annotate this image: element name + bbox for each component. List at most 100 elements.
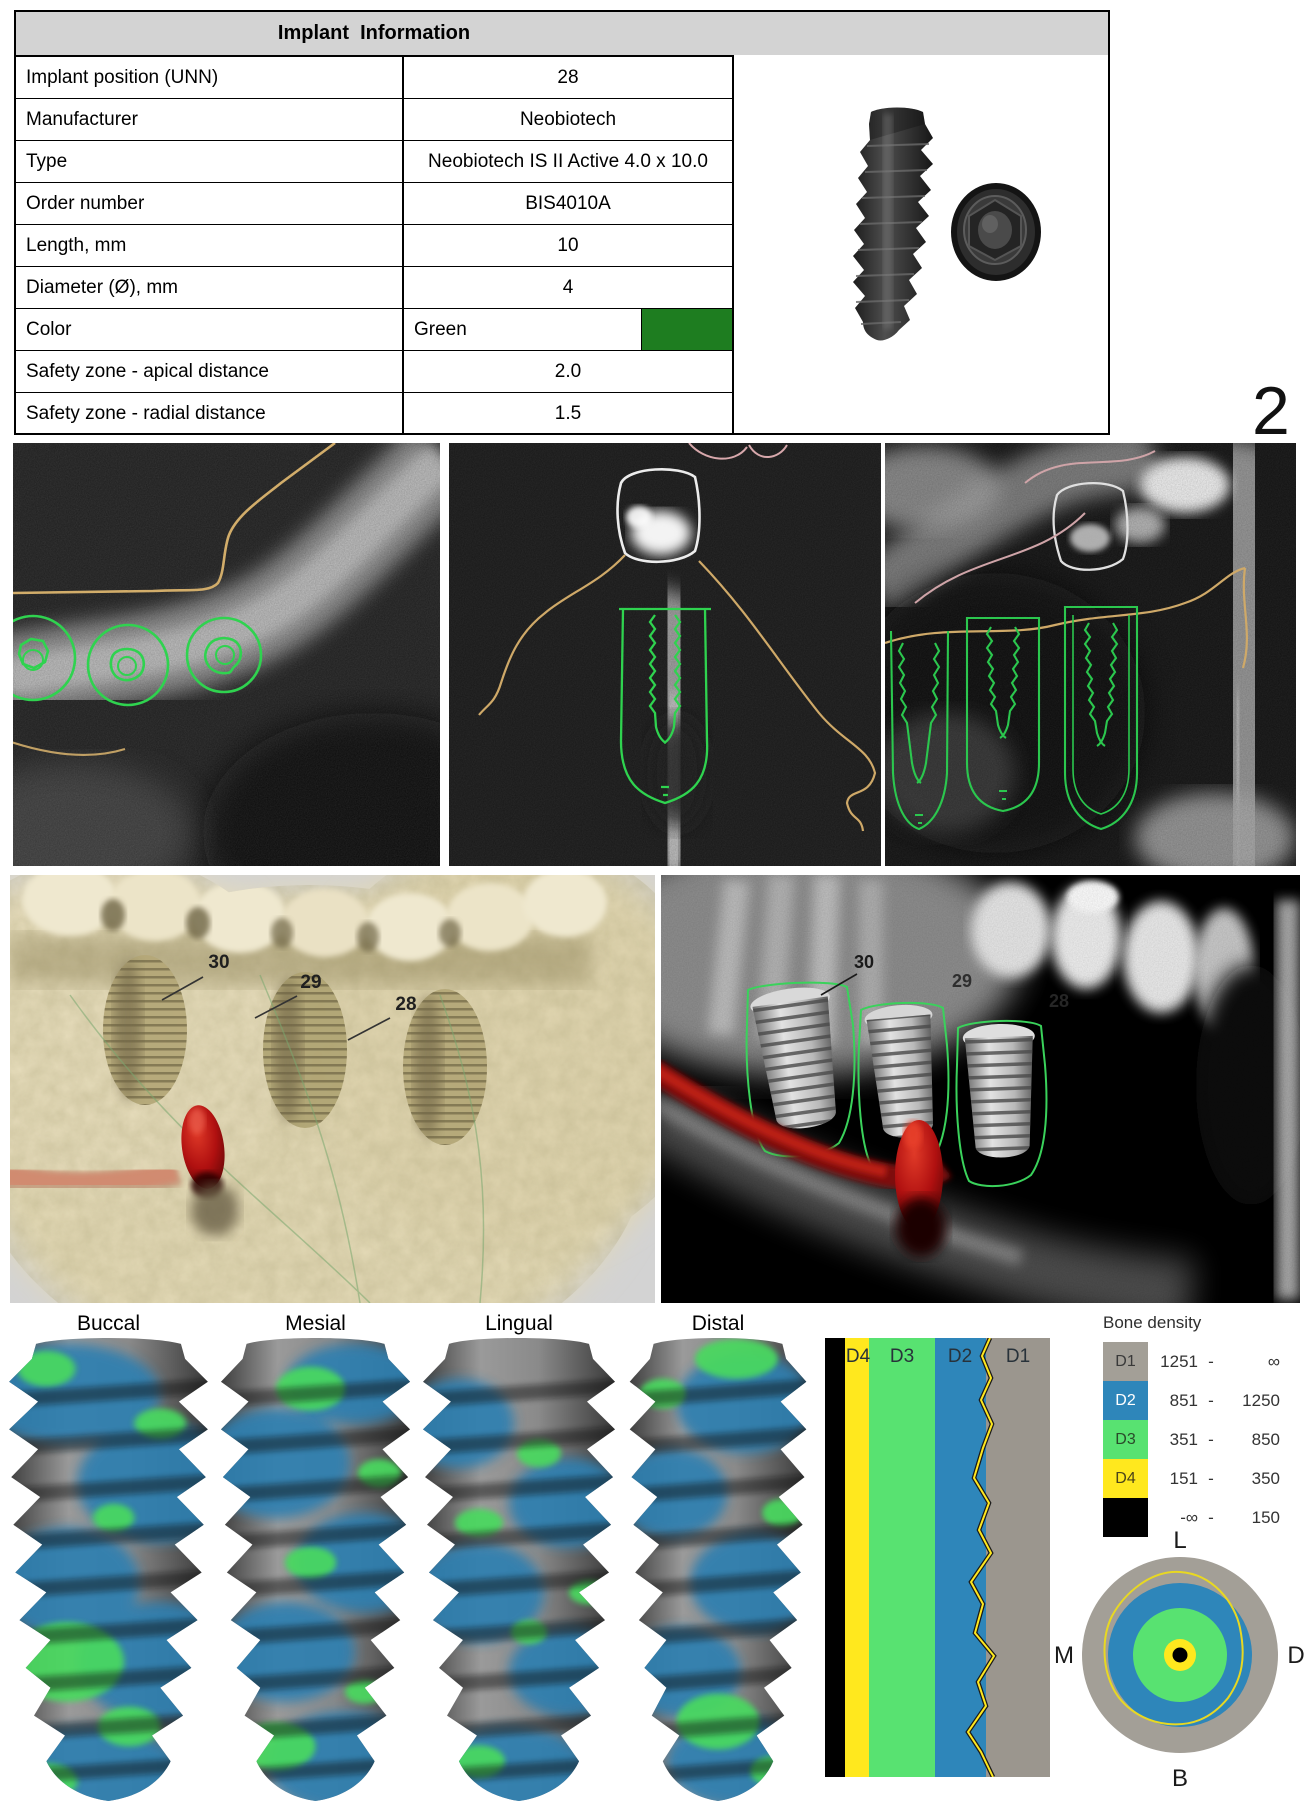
- implant-sockets: [103, 955, 487, 1145]
- implant-render-buccal: [5, 1334, 212, 1805]
- legend-max: 1250: [1242, 1390, 1280, 1410]
- tooth-position-labels: 30 29 28: [854, 952, 1069, 1011]
- row-value: 1.5: [554, 402, 582, 424]
- strip-col-d1: [986, 1338, 1050, 1777]
- implant-render-lingual: [419, 1334, 619, 1805]
- jaw-contour: [13, 443, 336, 756]
- ct-cross-section-image: [449, 443, 881, 866]
- strip-label-d1: D1: [1005, 1346, 1031, 1367]
- legend-row-d3: D3 351 - 850: [1103, 1420, 1283, 1459]
- orientation-labels: L M D B: [1054, 1527, 1305, 1792]
- tooth-contour: [616, 468, 701, 564]
- legend-row-below: -∞ - 150: [1103, 1498, 1283, 1537]
- legend-row-d4: D4 151 - 350: [1103, 1459, 1283, 1498]
- implant-side-view: [853, 107, 933, 341]
- ct-panoramic-panel: [885, 443, 1296, 866]
- ct-cross-section-panel: [449, 443, 881, 866]
- render-xray: 30 29 28: [661, 875, 1300, 1303]
- legend-row-d2: D2 851 - 1250: [1103, 1381, 1283, 1420]
- legend-swatch-below: [1103, 1498, 1148, 1537]
- bone-density-legend: Bone density D1 1251 - ∞ D2 851 - 1250 D…: [1103, 1313, 1283, 1537]
- row-value: Neobiotech: [519, 108, 617, 130]
- sinus-contour: [914, 450, 1156, 604]
- legend-title: Bone density: [1103, 1313, 1202, 1332]
- legend-row-d1: D1 1251 - ∞: [1103, 1342, 1283, 1381]
- color-swatch: [641, 309, 732, 350]
- legend-min: -∞: [1180, 1507, 1198, 1527]
- render-3d-bone-image: 30 29 28: [10, 875, 655, 1303]
- density-cross-section-diagram: L M D B: [1054, 1527, 1305, 1792]
- nerve-canal: [661, 1060, 952, 1257]
- legend-swatch-d3: D3: [1103, 1420, 1148, 1459]
- legend-min: 1251: [1160, 1351, 1198, 1371]
- legend-swatch-d2: D2: [1103, 1381, 1148, 1420]
- label-mesial: M: [1054, 1642, 1074, 1669]
- label-leader-line: [820, 973, 858, 996]
- label-28: 28: [1049, 991, 1069, 1011]
- legend-dash: -: [1208, 1351, 1214, 1371]
- density-strip-chart: D4 D3 D2 D1: [825, 1338, 1050, 1777]
- nerve-contour: [885, 566, 1248, 669]
- legend-dash: -: [1208, 1507, 1214, 1527]
- table-row: Safety zone - radial distance 1.5: [16, 393, 732, 435]
- legend-max: 150: [1251, 1507, 1280, 1527]
- tooth-contour: [1052, 481, 1129, 571]
- implant-info-table: Implant Information Implant position (UN…: [14, 10, 1110, 435]
- tooth-position-labels: 30 29 28: [208, 952, 416, 1015]
- planned-implants-outlines: [889, 605, 1139, 831]
- planned-implant-outline: [619, 607, 711, 805]
- label-buccal: B: [1172, 1765, 1188, 1792]
- strip-col-d2: [935, 1338, 986, 1777]
- ct-panoramic-image: [885, 443, 1296, 866]
- legend-max: ∞: [1267, 1351, 1280, 1371]
- row-label: Length, mm: [16, 225, 404, 266]
- table-row-color: Color Green: [16, 309, 732, 351]
- implant-top-view: [951, 183, 1041, 281]
- view-label-buccal: Buccal: [76, 1312, 141, 1335]
- row-value: 2.0: [554, 360, 582, 382]
- table-row: Order number BIS4010A: [16, 183, 732, 225]
- bone-texture: [10, 875, 655, 1303]
- implant-render-distal: [626, 1334, 810, 1805]
- table-header: Implant Information: [16, 12, 1108, 57]
- label-29: 29: [300, 972, 321, 993]
- row-value: Neobiotech IS II Active 4.0 x 10.0: [428, 150, 708, 172]
- row-value: BIS4010A: [525, 192, 611, 214]
- row-label: Safety zone - radial distance: [16, 393, 404, 434]
- implant-screws: [750, 987, 1035, 1158]
- row-label: Type: [16, 141, 404, 182]
- legend-min: 851: [1169, 1390, 1198, 1410]
- table-row: Implant position (UNN) 28: [16, 57, 732, 99]
- row-label: Order number: [16, 183, 404, 224]
- legend-dash: -: [1208, 1390, 1214, 1410]
- row-label: Safety zone - apical distance: [16, 351, 404, 392]
- legend-min: 351: [1169, 1429, 1198, 1449]
- ct-axial-image: [13, 443, 440, 866]
- render-3d-bone: 30 29 28: [10, 875, 655, 1303]
- strip-col-below: [825, 1338, 845, 1777]
- label-lingual: L: [1173, 1527, 1186, 1554]
- implant-cross-sections: [13, 614, 263, 707]
- strip-label-d2: D2: [947, 1346, 973, 1367]
- legend-swatch-d1: D1: [1103, 1342, 1148, 1381]
- implant-photo-cell: [732, 55, 1108, 433]
- sinus-contour: [688, 443, 788, 460]
- table-row: Length, mm 10: [16, 225, 732, 267]
- strip-label-d3: D3: [889, 1346, 915, 1367]
- render-xray-image: 30 29 28: [661, 875, 1300, 1303]
- label-leader-lines: [161, 976, 391, 1041]
- label-distal: D: [1287, 1642, 1304, 1669]
- ct-axial-panel: [13, 443, 440, 866]
- table-row: Manufacturer Neobiotech: [16, 99, 732, 141]
- density-cross-section: L M D B: [1048, 1522, 1309, 1792]
- strip-label-d4: D4: [845, 1346, 871, 1367]
- row-value: 28: [557, 66, 579, 88]
- view-label-distal: Distal: [691, 1312, 745, 1335]
- legend-max: 850: [1251, 1429, 1280, 1449]
- implant-photo: [853, 107, 1041, 341]
- strip-col-d3: [869, 1338, 935, 1777]
- table-row: Diameter (Ø), mm 4: [16, 267, 732, 309]
- label-30: 30: [854, 952, 874, 972]
- strip-col-d4: [845, 1338, 869, 1777]
